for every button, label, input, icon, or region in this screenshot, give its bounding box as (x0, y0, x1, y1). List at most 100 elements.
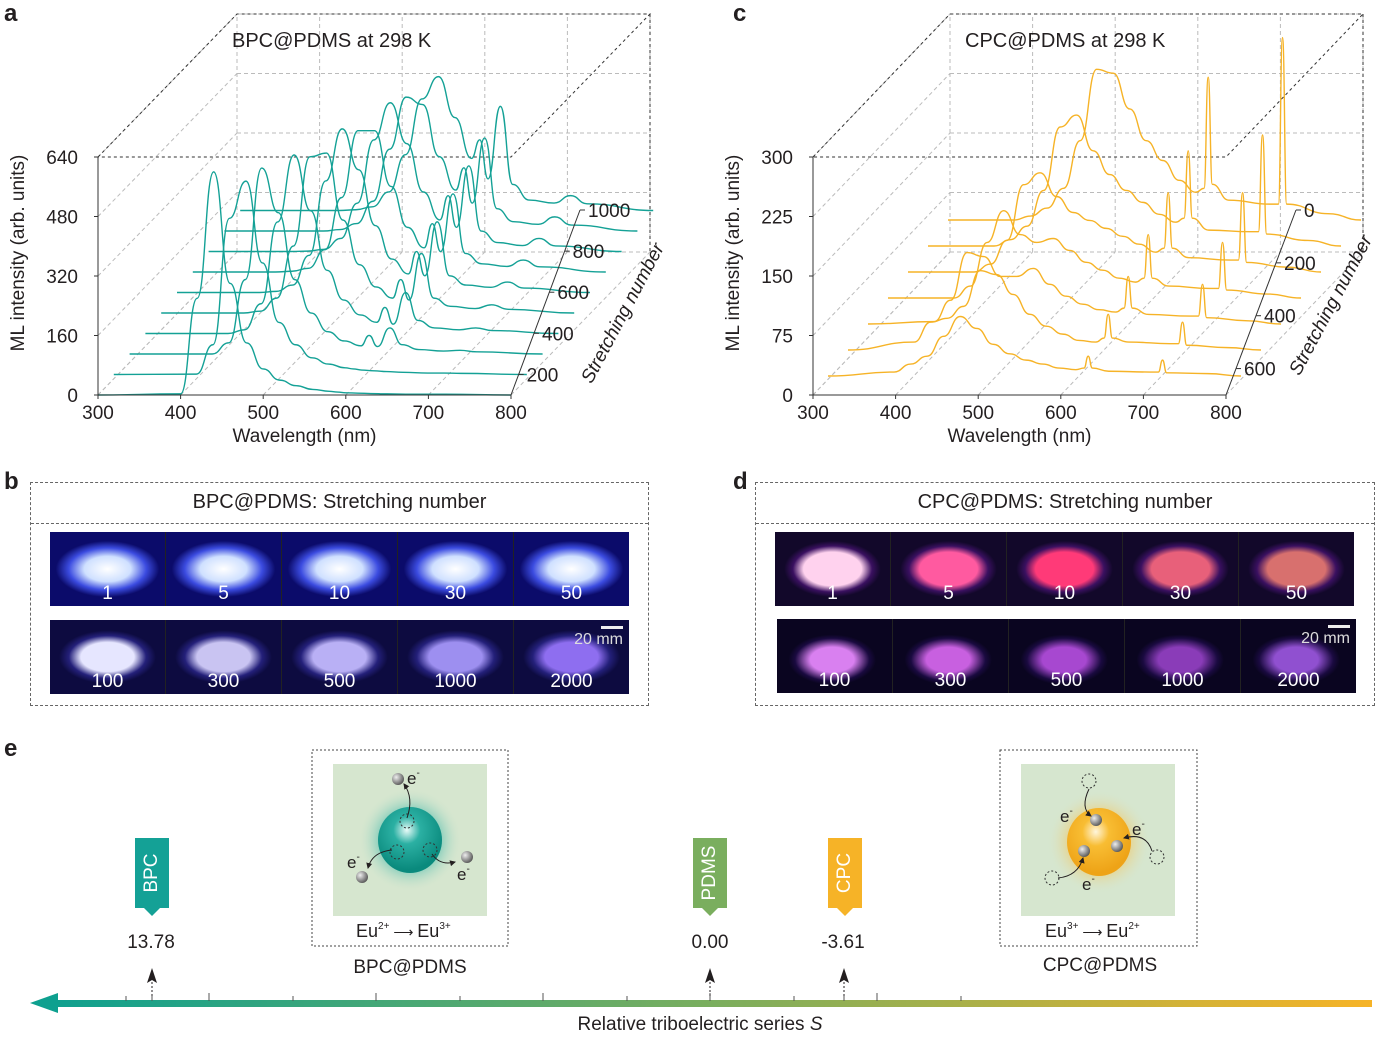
photo-stretch-2000: 2000 20 mm (1241, 619, 1356, 693)
marker-arrows (151, 976, 845, 996)
photo-stretch-300: 300 (893, 619, 1009, 693)
photo-stretch-5: 5 (891, 532, 1007, 606)
photo-label: 100 (818, 670, 851, 691)
chart-bpc-spectra: 300 400 500 600 700 800 0 160 320 480 640 200 400 600… (8, 13, 669, 447)
triboelectric-diagram: e- e- e- Eu2+ ⟶ Eu3+ e- e- e- Eu3+ ⟶ Eu2… (30, 749, 1372, 1013)
photo-stretch-1000: 1000 (1125, 619, 1241, 693)
spectrum-line-300 (129, 167, 543, 355)
chart-title: BPC@PDMS at 298 K (232, 30, 432, 52)
x-tick-label: 300 (82, 403, 114, 424)
photo-panel-cpc: CPC@PDMS: Stretching number (755, 482, 1375, 706)
x-tick-label: 700 (1128, 403, 1160, 424)
photo-label: 5 (218, 583, 229, 604)
y-tick-label: 0 (782, 386, 793, 407)
photo-panel-title: CPC@PDMS: Stretching number (756, 483, 1374, 524)
photo-stretch-10: 10 (1007, 532, 1123, 606)
y-tick-label: 640 (46, 148, 78, 169)
gridline (97, 73, 238, 217)
x-tick-label: 300 (797, 403, 829, 424)
y-tick-label: 320 (46, 267, 78, 288)
spectrum-line-100 (97, 171, 512, 396)
box-top-edge (812, 13, 1365, 158)
triboelectric-axis-label: Relative triboelectric series S (578, 1014, 823, 1036)
x-tick-label: 700 (413, 403, 445, 424)
z-axis (1225, 209, 1297, 396)
z-tick-label: 800 (573, 242, 605, 263)
photo-label: 2000 (550, 671, 593, 692)
gridline (97, 251, 238, 396)
pdms-value: 0.00 (691, 932, 729, 953)
gridline (428, 251, 568, 396)
x-axis-title: Wavelength (nm) (233, 426, 377, 447)
bpc-value: 13.78 (127, 932, 175, 953)
spectrum-line-1000 (240, 75, 654, 212)
panel-label-d: d (733, 468, 748, 495)
spectrum-line-300 (887, 210, 1302, 299)
photo-stretch-1: 1 (775, 532, 891, 606)
photo-label: 1000 (1161, 670, 1204, 691)
gridline (262, 251, 403, 396)
photo-stretch-1: 1 (50, 532, 166, 606)
scale-bar: 20 mm (1301, 625, 1350, 648)
bpc-tag: BPC (135, 838, 169, 916)
panel-label-c: c (733, 0, 747, 27)
pdms-tag: PDMS (693, 838, 727, 916)
cpc-value: -3.61 (821, 932, 865, 953)
pdms-tag-label: PDMS (699, 845, 720, 901)
spectrum-line-600 (827, 315, 1242, 377)
x-tick-label: 600 (1045, 403, 1077, 424)
panel-label-e: e (4, 735, 18, 762)
photo-stretch-50: 50 (514, 532, 629, 606)
panel-label-a: a (4, 0, 18, 27)
z-axis (510, 209, 581, 396)
bpc-pdms-label: BPC@PDMS (353, 957, 467, 978)
gridline (510, 251, 651, 396)
y-tick-label: 0 (67, 386, 78, 407)
photo-label: 10 (328, 583, 351, 604)
cpc-mechanism-box (999, 749, 1198, 947)
y-axis-title: ML intensity (arb. units) (8, 155, 29, 352)
bpc-eu-transition: Eu2+ ⟶ Eu3+ (356, 921, 451, 941)
x-tick-label: 400 (880, 403, 912, 424)
panel-label-b: b (4, 468, 19, 495)
photo-label: 500 (1050, 670, 1083, 691)
axis-arrowhead-icon (30, 993, 58, 1013)
photo-stretch-30: 30 (1123, 532, 1239, 606)
gridline (97, 132, 238, 277)
photo-label: 100 (91, 671, 124, 692)
spectrum-line-900 (224, 96, 638, 232)
x-tick-label: 800 (495, 403, 527, 424)
chart-cpc-spectra: 300 400 500 600 700 8000751502253000200400600… (723, 13, 1377, 447)
x-tick-label: 500 (962, 403, 994, 424)
photo-stretch-500: 500 (282, 620, 398, 694)
photo-label: 1 (102, 583, 113, 604)
gridline (1060, 251, 1199, 396)
y-axis-title: ML intensity (arb. units) (723, 155, 744, 352)
photo-label: 500 (323, 671, 356, 692)
gridline (97, 13, 238, 158)
x-axis-title: Wavelength (nm) (948, 426, 1092, 447)
photo-label: 30 (444, 583, 467, 604)
eu-ion-sphere-bpc (378, 807, 442, 873)
spectra-charts: 300 400 500 600 700 800 0 160 320 480 640 200 400 600… (8, 13, 1377, 447)
spectrum-line-600 (177, 128, 591, 294)
spectrum-line-500 (161, 152, 575, 314)
photo-label: 1000 (434, 671, 477, 692)
y-tick-label: 300 (761, 148, 793, 169)
y-tick-label: 225 (761, 208, 793, 229)
photo-label: 10 (1053, 583, 1076, 604)
cpc-tag: CPC (828, 838, 862, 916)
gridline (812, 13, 951, 158)
cpc-pdms-label: CPC@PDMS (1042, 955, 1158, 976)
z-tick-label: 200 (527, 365, 559, 386)
z-tick-label: 1000 (588, 201, 630, 222)
marker-arrowhead-icons (147, 968, 849, 983)
x-tick-label: 400 (165, 403, 197, 424)
z-tick-label: 400 (542, 324, 574, 345)
photo-stretch-300: 300 (166, 620, 282, 694)
gridline (812, 132, 951, 277)
photo-label: 300 (207, 671, 240, 692)
spectrum-line-400 (145, 154, 559, 335)
chart-title: CPC@PDMS at 298 K (965, 30, 1166, 52)
gridline (1143, 251, 1281, 396)
